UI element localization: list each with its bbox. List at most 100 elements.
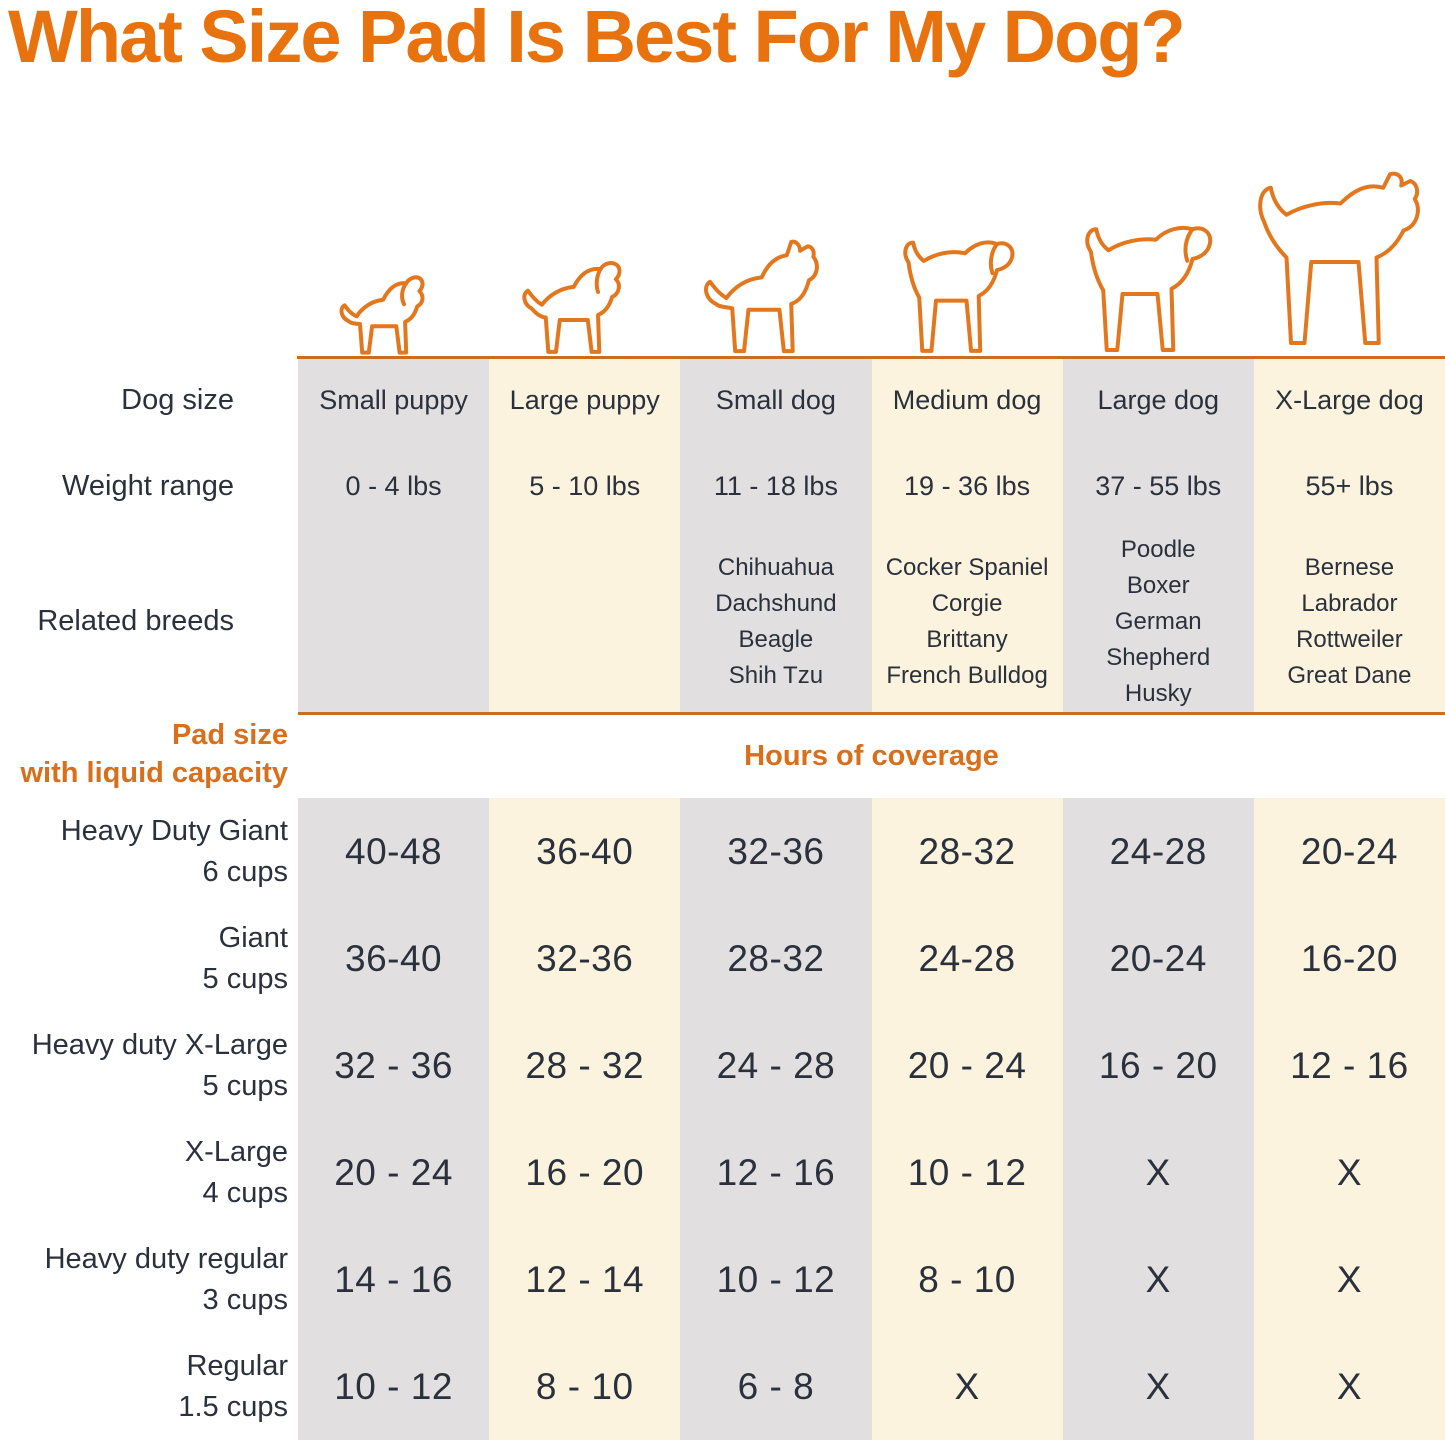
coverage-cell: 28-32 <box>680 905 872 1012</box>
row-label-dog-size: Dog size <box>121 383 234 416</box>
page-title: What Size Pad Is Best For My Dog? <box>8 0 1186 78</box>
coverage-cell: 20-24 <box>1062 905 1254 1012</box>
coverage-cell: X <box>1253 1333 1445 1440</box>
weight-cell: 5 - 10 lbs <box>489 441 681 531</box>
coverage-cell: 16 - 20 <box>489 1119 681 1226</box>
breed-name: Brittany <box>926 625 1008 653</box>
pad-capacity: 6 cups <box>202 855 288 888</box>
coverage-cell: 14 - 16 <box>298 1226 490 1333</box>
coverage-cell: 28-32 <box>871 798 1063 905</box>
breeds-cell: Bernese Labrador Rottweiler Great Dane <box>1253 531 1445 712</box>
medium-dog-icon <box>890 235 1043 357</box>
coverage-cell: 24-28 <box>1062 798 1254 905</box>
coverage-cell: 28 - 32 <box>489 1012 681 1119</box>
breed-name: Great Dane <box>1287 661 1412 689</box>
row-label-weight-range: Weight range <box>62 469 234 502</box>
pad-name: Heavy Duty Giant <box>60 814 288 847</box>
pad-capacity: 5 cups <box>202 1069 288 1102</box>
pad-capacity: 5 cups <box>202 962 288 995</box>
coverage-cell: X <box>1062 1119 1254 1226</box>
dog-illustration-cell <box>1254 167 1445 356</box>
dog-illustration-cell <box>297 269 488 356</box>
coverage-cell: X <box>1253 1119 1445 1226</box>
large-dog-icon <box>1070 217 1245 357</box>
pad-row-label: X-Large 4 cups <box>0 1119 298 1226</box>
dog-illustration-cell <box>488 255 679 356</box>
dog-illustration-cell <box>871 235 1062 356</box>
breed-name: Chihuahua <box>717 553 834 581</box>
pad-capacity: 3 cups <box>202 1283 288 1316</box>
coverage-cell: 8 - 10 <box>489 1333 681 1440</box>
coverage-cell: X <box>871 1333 1063 1440</box>
dog-size-cell: X-Large dog <box>1253 359 1445 441</box>
coverage-cell: 6 - 8 <box>680 1333 872 1440</box>
coverage-cell: 10 - 12 <box>298 1333 490 1440</box>
dog-size-cell: Medium dog <box>871 359 1063 441</box>
breed-name: French Bulldog <box>886 661 1048 689</box>
pad-size-label-line1: Pad size <box>171 719 288 752</box>
coverage-cell: 36-40 <box>489 798 681 905</box>
coverage-cell: 10 - 12 <box>871 1119 1063 1226</box>
coverage-cell: 32-36 <box>489 905 681 1012</box>
row-label-related-breeds: Related breeds <box>37 605 234 637</box>
pad-row-label: Giant 5 cups <box>0 905 298 1012</box>
coverage-cell: X <box>1062 1226 1254 1333</box>
coverage-cell: X <box>1062 1333 1254 1440</box>
coverage-cell: 20-24 <box>1253 798 1445 905</box>
large-puppy-icon <box>520 255 648 357</box>
weight-cell: 37 - 55 lbs <box>1062 441 1254 531</box>
dog-illustration-cell <box>680 239 871 356</box>
coverage-cell: 12 - 14 <box>489 1226 681 1333</box>
coverage-cell: X <box>1253 1226 1445 1333</box>
pad-row-label: Regular 1.5 cups <box>0 1333 298 1440</box>
coverage-cell: 32-36 <box>680 798 872 905</box>
weight-cell: 0 - 4 lbs <box>298 441 490 531</box>
coverage-cell: 40-48 <box>298 798 490 905</box>
pad-name: Regular <box>186 1349 288 1382</box>
pad-size-label-line2: with liquid capacity <box>20 757 289 789</box>
breed-name: Boxer <box>1126 571 1190 599</box>
pad-capacity: 4 cups <box>202 1176 288 1209</box>
breed-name: Poodle <box>1120 535 1196 563</box>
breed-name: Shih Tzu <box>728 661 824 689</box>
pad-name: Heavy duty X-Large <box>31 1028 288 1061</box>
coverage-cell: 16-20 <box>1253 905 1445 1012</box>
breeds-cell <box>489 531 681 712</box>
small-puppy-icon <box>338 269 448 357</box>
pad-row-label: Heavy duty X-Large 5 cups <box>0 1012 298 1119</box>
breeds-cell: Poodle Boxer German Shepherd Husky <box>1062 531 1254 712</box>
breed-name: Labrador <box>1301 589 1398 617</box>
coverage-cell: 20 - 24 <box>298 1119 490 1226</box>
dog-size-cell: Large puppy <box>489 359 681 441</box>
x-large-dog-icon <box>1237 167 1445 357</box>
pad-size-section-label: Pad size with liquid capacity <box>0 712 298 798</box>
pad-name: Giant <box>218 921 288 954</box>
breed-name: Cocker Spaniel <box>885 553 1049 581</box>
coverage-cell: 32 - 36 <box>298 1012 490 1119</box>
pad-name: Heavy duty regular <box>44 1242 288 1275</box>
breed-name: Bernese <box>1304 553 1395 581</box>
coverage-cell: 24-28 <box>871 905 1063 1012</box>
breed-name: Corgie <box>931 589 1003 617</box>
breed-name: Husky <box>1124 679 1192 707</box>
weight-cell: 11 - 18 lbs <box>680 441 872 531</box>
dog-size-cell: Small puppy <box>298 359 490 441</box>
breeds-cell <box>298 531 490 712</box>
small-dog-icon <box>701 239 849 357</box>
breed-name: Rottweiler <box>1296 625 1403 653</box>
pad-row-label: Heavy duty regular 3 cups <box>0 1226 298 1333</box>
coverage-cell: 20 - 24 <box>871 1012 1063 1119</box>
coverage-cell: 12 - 16 <box>680 1119 872 1226</box>
breeds-cell: Cocker Spaniel Corgie Brittany French Bu… <box>871 531 1063 712</box>
breed-name: German Shepherd <box>1106 607 1211 671</box>
coverage-cell: 8 - 10 <box>871 1226 1063 1333</box>
dog-illustration-cell <box>1062 217 1253 356</box>
weight-cell: 19 - 36 lbs <box>871 441 1063 531</box>
pad-capacity: 1.5 cups <box>178 1390 288 1423</box>
size-table: Dog size Small puppy Large puppy Small d… <box>0 359 1445 1440</box>
coverage-cell: 36-40 <box>298 905 490 1012</box>
breed-name: Beagle <box>738 625 814 653</box>
pad-row-label: Heavy Duty Giant 6 cups <box>0 798 298 905</box>
coverage-cell: 16 - 20 <box>1062 1012 1254 1119</box>
